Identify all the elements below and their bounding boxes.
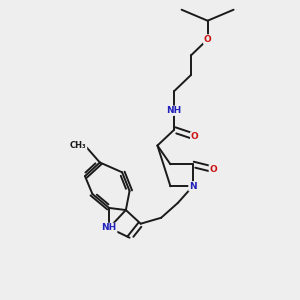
Text: O: O <box>209 165 217 174</box>
Text: NH: NH <box>101 224 117 232</box>
Text: O: O <box>204 35 212 44</box>
Text: N: N <box>189 182 196 191</box>
Text: O: O <box>191 132 199 141</box>
Text: NH: NH <box>167 106 182 115</box>
Text: CH₃: CH₃ <box>70 141 87 150</box>
